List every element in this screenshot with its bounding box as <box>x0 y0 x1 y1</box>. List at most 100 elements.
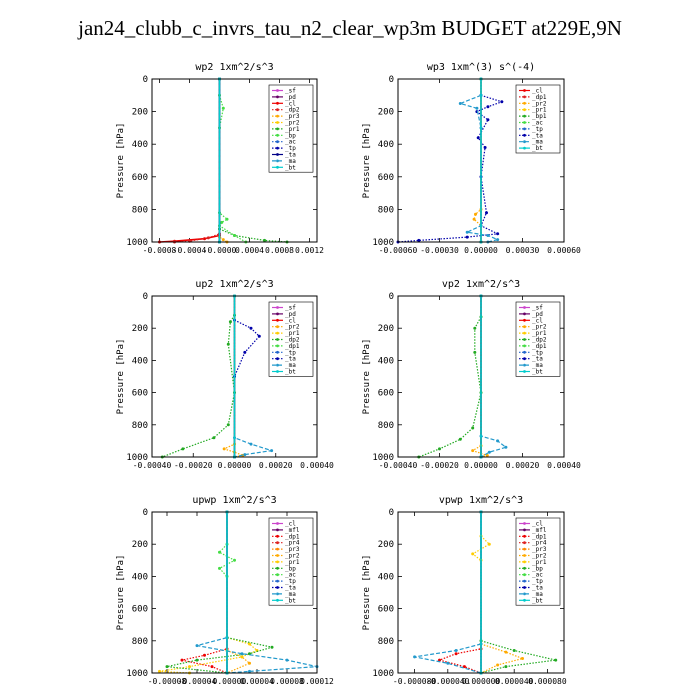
legend-marker <box>523 331 526 335</box>
legend-label: _ac <box>532 120 543 127</box>
legend-marker <box>276 312 279 316</box>
series-line-pr2 <box>471 296 490 458</box>
y-tick-label: 200 <box>378 324 394 334</box>
data-point <box>248 642 251 646</box>
x-tick-label: 0.00060 <box>547 246 581 255</box>
legend-marker <box>276 350 279 354</box>
y-tick-label: 1000 <box>126 453 148 463</box>
legend-label: _bt <box>285 597 296 604</box>
panel-3: up2 1xm^2/s^3 Pressure [hPa] 0 200 400 600 800… <box>116 279 334 470</box>
data-point <box>504 650 508 654</box>
x-tick-label: 0.00012 <box>300 677 334 686</box>
legend-label: _dp2 <box>285 337 300 344</box>
x-tick-label: 0.00040 <box>547 461 581 470</box>
legend-label: _ma <box>532 362 543 369</box>
legend-label: _tp <box>532 349 543 356</box>
data-point <box>476 136 480 140</box>
legend-marker <box>523 306 526 309</box>
data-point <box>471 449 475 453</box>
data-point <box>504 665 508 669</box>
x-tick-label: 0.00000 <box>464 246 498 255</box>
data-point <box>210 665 214 669</box>
panel-2: wp3 1xm^(3) s^(-4) Pressure [hPa] 0 200 400 6… <box>362 62 581 255</box>
series-line-ma <box>196 512 318 674</box>
series-line-cl <box>159 79 221 243</box>
legend-label: _pr2 <box>532 100 547 107</box>
y-tick-label: 800 <box>378 421 394 431</box>
legend-marker <box>523 357 526 361</box>
x-tick-label: 0.00030 <box>506 246 540 255</box>
data-point <box>474 212 477 216</box>
y-tick-label: 600 <box>132 605 148 615</box>
x-tick-label: 0.00004 <box>240 677 274 686</box>
legend-label: _pr4 <box>285 540 300 547</box>
panel-title: vp2 1xm^2/s^3 <box>442 279 520 290</box>
legend-marker <box>523 592 526 596</box>
legend-label: _pr3 <box>285 546 300 553</box>
y-tick-label: 1000 <box>372 238 394 248</box>
legend-label: _ta <box>285 585 296 592</box>
series-line-dp2 <box>174 79 221 243</box>
x-tick-label: -0.000080 <box>393 677 437 686</box>
legend: _cl_mfl_dp1_pr4_pr3_pr2_pr1_bp_ac_tp_ta_… <box>515 517 561 606</box>
legend-marker <box>276 114 279 118</box>
legend-label: _ta <box>285 152 296 159</box>
x-tick-label: -0.0000 <box>203 246 237 255</box>
data-point <box>220 220 224 224</box>
legend-label: _pr3 <box>285 113 300 120</box>
x-tick-label: 0.00020 <box>259 461 293 470</box>
data-point <box>206 236 210 240</box>
y-tick-label: 0 <box>143 75 148 85</box>
data-point <box>285 658 289 662</box>
series-line-pr2 <box>473 79 482 242</box>
legend-label: _dp1 <box>532 533 547 540</box>
series-line-pr2 <box>226 512 251 674</box>
legend-marker <box>276 338 279 341</box>
data-point <box>485 453 489 457</box>
x-tick-label: 0.000000 <box>462 677 501 686</box>
y-axis-label: Pressure [hPa] <box>362 555 372 631</box>
legend-marker <box>523 121 526 124</box>
legend-label: _tp <box>285 349 296 356</box>
y-axis-label: Pressure [hPa] <box>116 339 126 415</box>
data-point <box>473 326 477 330</box>
legend-marker <box>276 140 279 144</box>
legend-marker <box>276 165 279 169</box>
series-line-ma <box>233 296 272 458</box>
data-point <box>195 658 199 662</box>
data-point <box>263 238 266 242</box>
legend-label: _mfl <box>532 527 547 534</box>
legend-marker <box>276 95 279 99</box>
legend-marker <box>523 318 526 322</box>
data-point <box>249 326 253 330</box>
y-tick-label: 0 <box>389 292 394 302</box>
legend: _sf_pd_cl_dp2_pr3_pr2_pr1_bp_ac_tp_ta_ma… <box>268 84 314 173</box>
legend-label: _cl <box>285 317 296 324</box>
x-tick-label: -0.0008 <box>143 246 177 255</box>
data-point <box>212 436 216 440</box>
legend-label: _pr1 <box>285 330 300 337</box>
legend-label: _dp1 <box>285 343 300 350</box>
legend-label: _bt <box>532 145 543 152</box>
y-tick-label: 0 <box>389 508 394 518</box>
legend-marker <box>276 127 279 131</box>
y-tick-label: 400 <box>378 356 394 366</box>
legend-marker <box>523 127 526 131</box>
legend-label: _ma <box>285 158 296 165</box>
x-tick-label: -0.000040 <box>426 677 470 686</box>
legend-label: _pd <box>285 311 296 318</box>
x-tick-label: 0.00040 <box>300 461 334 470</box>
legend-label: _dp1 <box>532 343 547 350</box>
series-line-ma <box>414 512 482 674</box>
y-tick-label: 200 <box>132 324 148 334</box>
legend-marker <box>276 89 279 92</box>
legend-label: _ac <box>532 572 543 579</box>
legend-marker <box>523 573 526 577</box>
data-point <box>487 450 491 454</box>
x-tick-label: -0.00040 <box>133 461 172 470</box>
data-point <box>195 644 199 648</box>
legend-marker <box>276 306 279 309</box>
legend-marker <box>523 370 526 373</box>
legend: _cl_dp1_pr2_pr1_bp1_ac_tp_ta_ma_bt <box>515 84 561 154</box>
x-tick-label: -0.00004 <box>178 677 217 686</box>
